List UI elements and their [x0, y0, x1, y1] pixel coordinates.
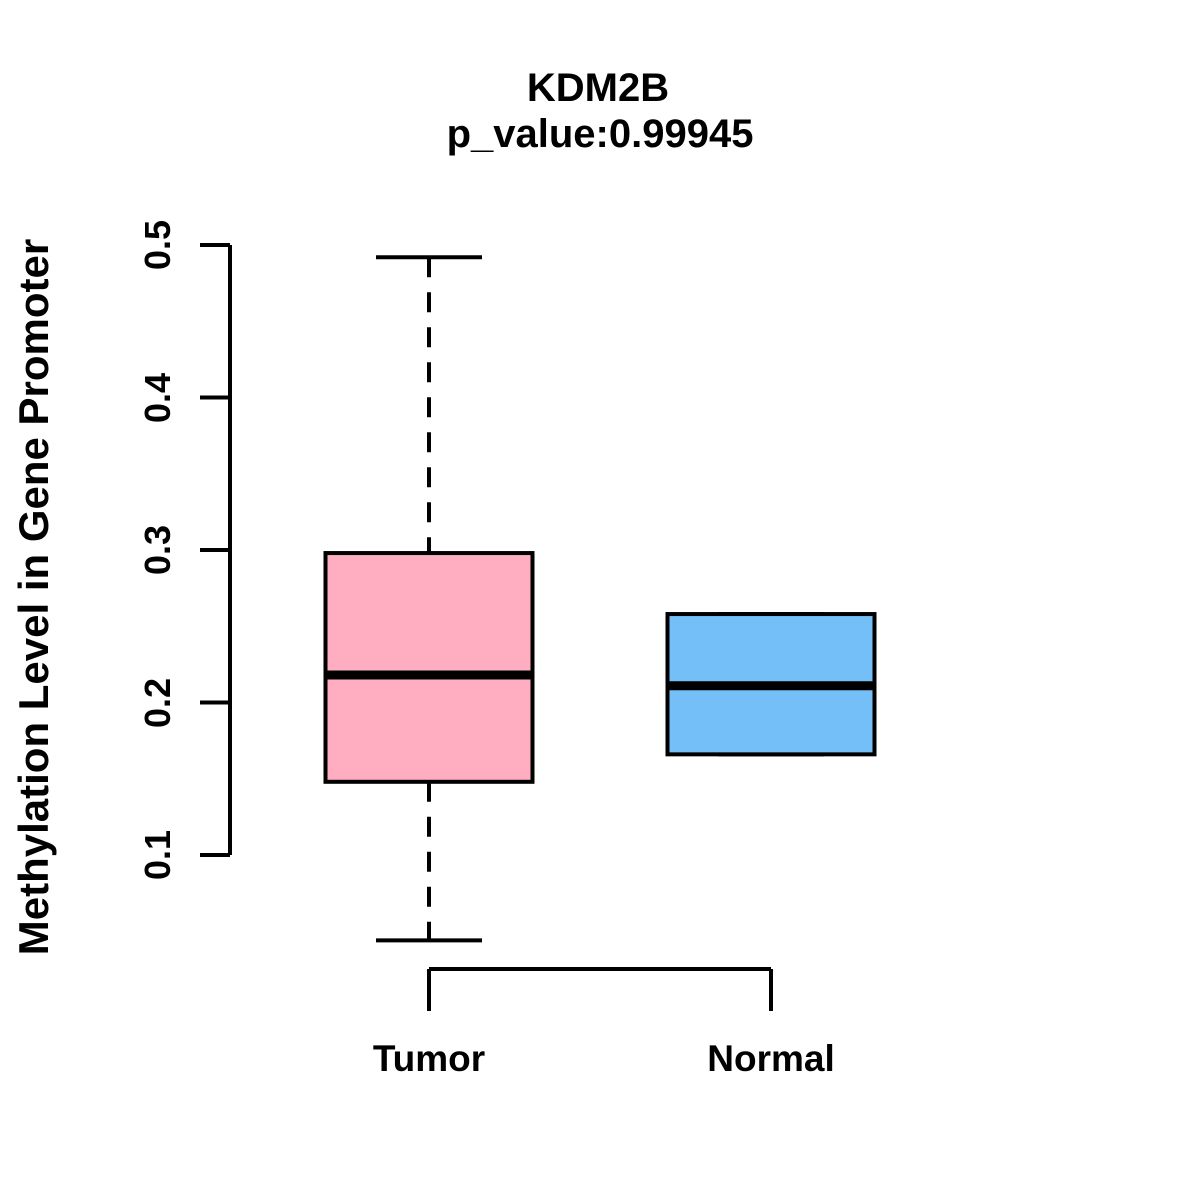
- chart-title: KDM2B: [526, 66, 670, 110]
- y-tick-label: 0.5: [137, 219, 178, 271]
- x-label-normal: Normal: [707, 1038, 835, 1079]
- y-tick-label: 0.1: [137, 829, 178, 881]
- x-label-tumor: Tumor: [372, 1038, 486, 1079]
- y-tick-label: 0.2: [137, 677, 178, 728]
- y-axis-label: Methylation Level in Gene Promoter: [10, 238, 57, 956]
- chart-subtitle: p_value:0.99945: [446, 112, 754, 156]
- y-tick-label: 0.3: [137, 524, 178, 576]
- y-tick-label: 0.4: [137, 372, 178, 423]
